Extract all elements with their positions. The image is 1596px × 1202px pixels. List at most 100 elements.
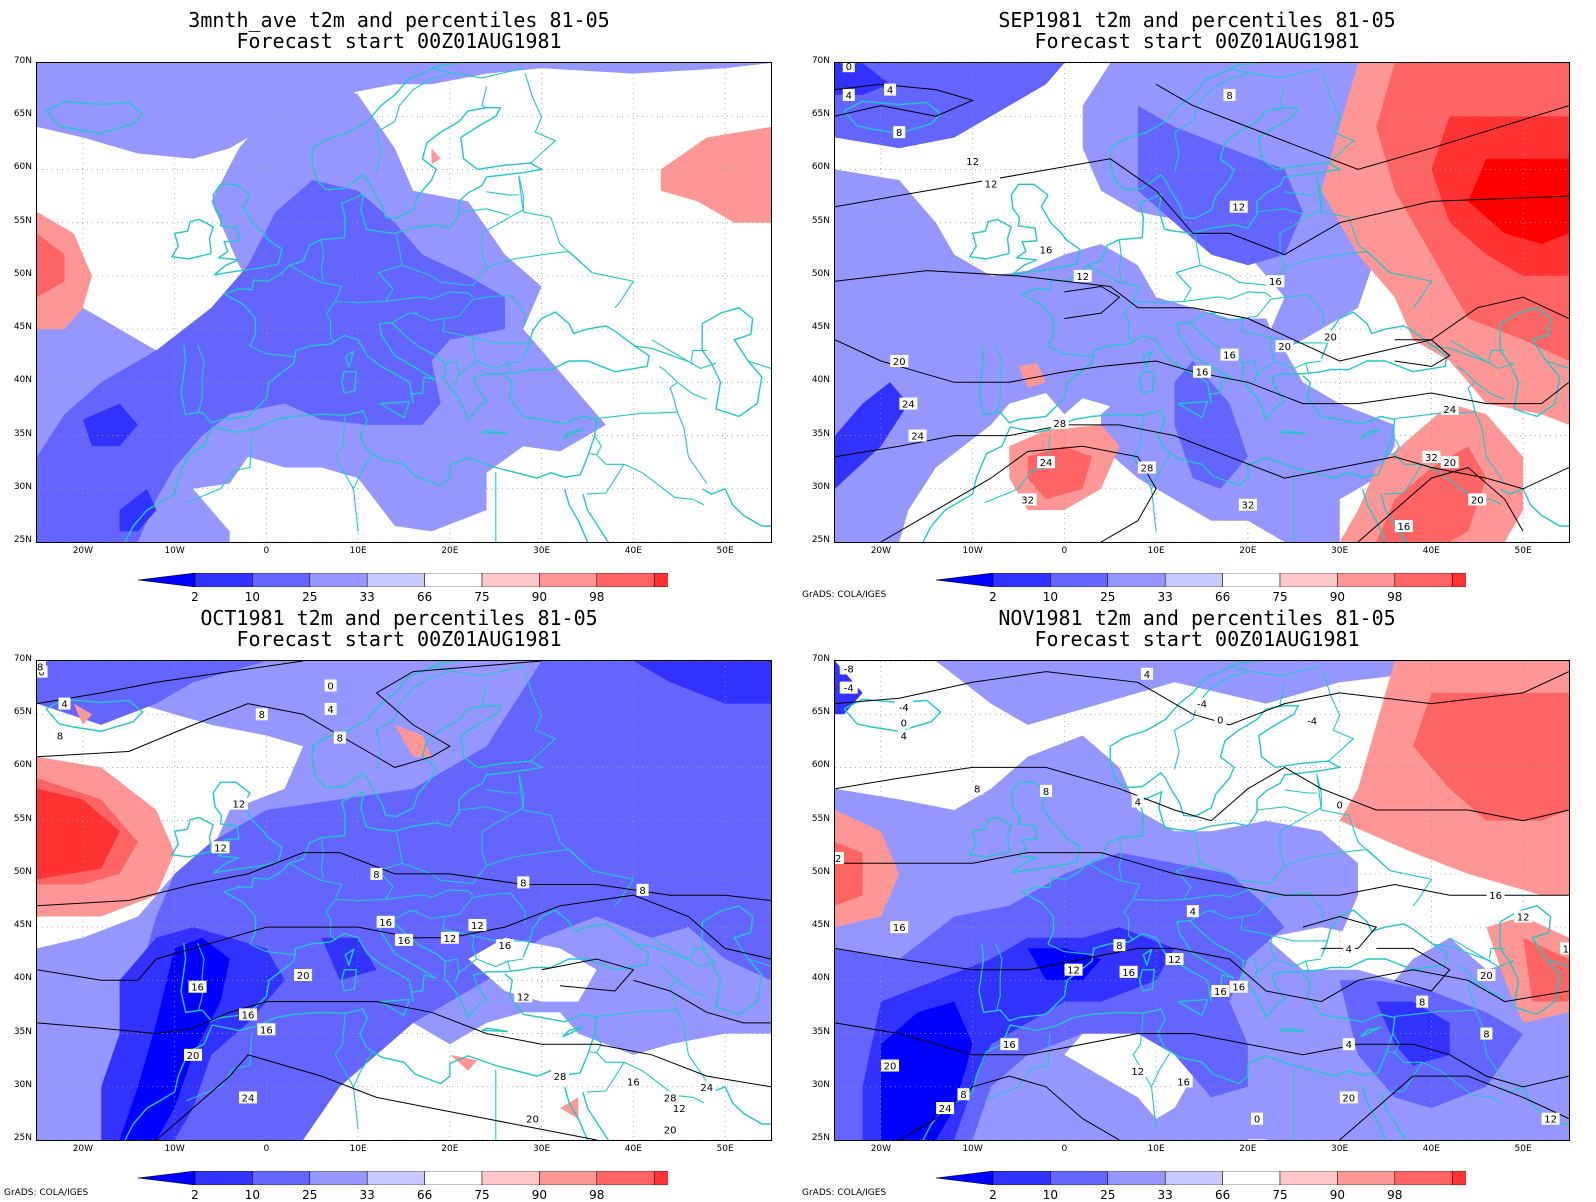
border-line [1387, 435, 1400, 456]
colorbar-segment [1107, 1170, 1166, 1186]
colorbar-label: 98 [1387, 1188, 1403, 1202]
colorbar-segment [1164, 1170, 1223, 1186]
isotherm-line [37, 852, 771, 907]
colorbar-label: 90 [1329, 1188, 1346, 1202]
border-line [1173, 671, 1249, 770]
border-line [651, 937, 717, 968]
lon-label: 0 [263, 1144, 270, 1154]
svg-text:20: 20 [187, 1051, 200, 1062]
percentile-fill [37, 63, 771, 159]
svg-text:-4: -4 [844, 684, 854, 695]
contour-label: 12 [1128, 1064, 1147, 1078]
border-line [1394, 454, 1503, 506]
svg-text:8: 8 [373, 870, 379, 881]
panel-oct: OCT1981 t2m and percentiles 81-05 Foreca… [0, 598, 798, 1202]
border-line [1210, 294, 1324, 325]
lon-label: 40E [1422, 546, 1440, 556]
percentile-fill [835, 842, 863, 906]
colorbar-label: 25 [1100, 590, 1116, 604]
svg-text:4: 4 [1135, 798, 1141, 809]
border-line [1284, 191, 1317, 196]
colorbar-label: 98 [589, 590, 605, 604]
contour-label: 12 [1064, 963, 1083, 977]
lat-label: 60N [13, 162, 32, 173]
lat-label: 30N [811, 1079, 830, 1090]
contour-label: 28 [661, 1091, 680, 1104]
colorbar [137, 572, 712, 588]
border-line [458, 806, 510, 814]
coastline [1010, 183, 1081, 276]
lon-label: 30E [533, 1144, 551, 1154]
border-line [473, 337, 529, 344]
lon-label: 20W [72, 546, 94, 556]
border-line [633, 345, 694, 364]
grads-credit: GrADS: COLA/IGES [4, 1188, 89, 1198]
border-line [596, 365, 679, 420]
contour-label: 8 [517, 876, 530, 889]
lat-label: 60N [811, 760, 830, 771]
colorbar-label: 66 [416, 590, 433, 604]
contour-label: 8 [333, 731, 346, 745]
lon-label: 10E [349, 1144, 367, 1154]
border-line [1189, 312, 1216, 324]
colorbar-label: 66 [1214, 590, 1231, 604]
border-line [186, 435, 253, 504]
lon-label: 20W [870, 546, 892, 556]
svg-text:12: 12 [1544, 1115, 1557, 1126]
contour-label: 12 [229, 797, 248, 811]
border-line [1394, 963, 1477, 1018]
contour-label: 8 [255, 708, 268, 721]
border-line [507, 961, 511, 971]
lon-label: 20E [1239, 546, 1257, 556]
svg-text:12: 12 [471, 921, 484, 932]
coastline [481, 429, 508, 435]
contour-label: 4 [1140, 667, 1153, 681]
colorbar-segment [366, 572, 425, 588]
coastline [968, 816, 1013, 858]
contour-label: 24 [936, 1102, 955, 1115]
contour-label: 24 [697, 1080, 716, 1094]
svg-text:16: 16 [1232, 983, 1245, 994]
lon-label: 40E [624, 546, 642, 556]
border-line [197, 942, 205, 1011]
colorbar-segment [424, 1170, 483, 1186]
isotherm-line [835, 852, 1569, 896]
coastline [1020, 63, 1342, 347]
border-line [1175, 272, 1192, 290]
colorbar-label: 10 [1042, 1188, 1059, 1202]
svg-text:0: 0 [1217, 716, 1223, 727]
colorbar-segment [1050, 572, 1109, 588]
panel-title: OCT1981 t2m and percentiles 81-05 [200, 606, 598, 630]
contour-label: 16 [257, 1023, 276, 1036]
contour-label: 4 [897, 729, 910, 743]
border-line [747, 958, 771, 968]
isotherm-line [1155, 83, 1569, 170]
contour-label: 12 [981, 177, 1000, 190]
svg-text:20: 20 [297, 971, 310, 982]
lat-label: 50N [811, 268, 830, 279]
isotherm-line [835, 766, 1569, 822]
coastline [1360, 1026, 1382, 1038]
svg-text:4: 4 [887, 86, 893, 97]
svg-text:20: 20 [1278, 342, 1291, 353]
contour-label: 4 [1131, 795, 1144, 809]
lat-label: 55N [13, 813, 32, 824]
border-line [507, 363, 511, 373]
contour-label: 8 [893, 126, 906, 139]
svg-text:32: 32 [1021, 495, 1034, 506]
contour-label: -4 [894, 700, 913, 714]
isotherm-line [37, 1001, 771, 1088]
isotherm-line [155, 1054, 597, 1140]
colorbar-label: 90 [1329, 590, 1346, 604]
colorbar-label: 75 [1272, 1188, 1288, 1202]
border-line [486, 191, 519, 196]
border-line [431, 67, 524, 79]
lon-label: 30E [1331, 546, 1349, 556]
border-line [747, 360, 771, 370]
svg-text:32: 32 [1242, 501, 1255, 512]
contour-label: 8 [1416, 995, 1429, 1009]
isotherm-line [835, 339, 1569, 405]
colorbar-label: 98 [589, 1188, 605, 1202]
svg-text:0: 0 [846, 63, 852, 73]
lat-label: 35N [13, 1026, 32, 1037]
